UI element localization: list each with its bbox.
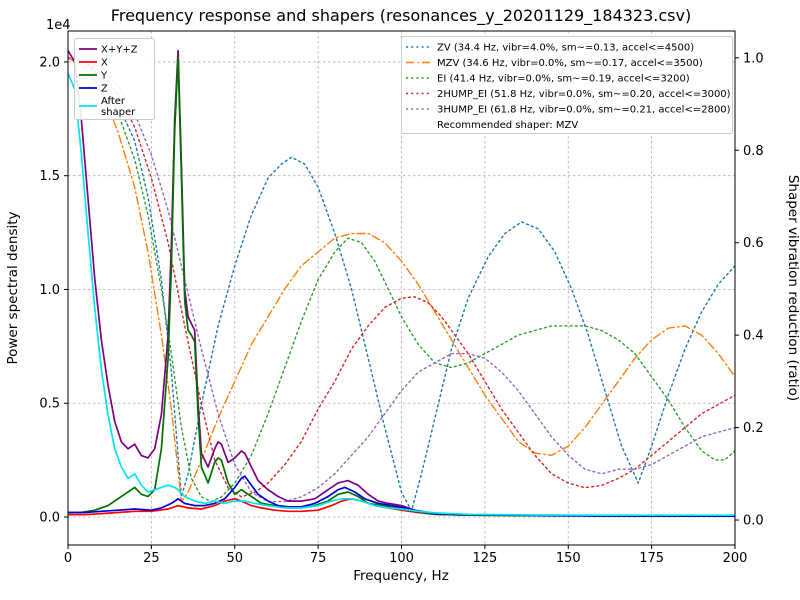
x-tick-label: 25 [143, 551, 160, 566]
chart-title: Frequency response and shapers (resonanc… [111, 6, 691, 26]
legend-label: MZV (34.6 Hz, vibr=0.0%, sm~=0.17, accel… [437, 58, 703, 69]
y-right-tick-label: 0.0 [743, 514, 764, 529]
legend-psd-box [74, 38, 155, 120]
y-left-tick-label: 0.0 [39, 511, 60, 526]
y-right-tick-label: 0.4 [743, 329, 764, 344]
psd-series-Y [68, 56, 735, 517]
x-tick-label: 125 [472, 551, 497, 566]
legend-label: EI (41.4 Hz, vibr=0.0%, sm~=0.19, accel<… [437, 74, 690, 85]
shaper-series-2HUMP_EI [68, 57, 735, 498]
axes: 0 25 50 75 100 125 150 175 200 0.0 0.5 1.0 1.5 2.0 0.0… [39, 30, 764, 566]
psd-series-X+Y+Z [68, 49, 735, 517]
legend-item-X+Y+Z: X+Y+Z [79, 45, 138, 56]
x-tick-label: 175 [639, 551, 664, 566]
y-left-tick-label: 2.0 [39, 55, 60, 70]
legend-item-Y: Y [79, 71, 108, 82]
x-tick-label: 200 [723, 551, 748, 566]
x-axis-label: Frequency, Hz [353, 568, 449, 584]
legend-item-EI: EI (41.4 Hz, vibr=0.0%, sm~=0.19, accel<… [406, 74, 690, 85]
legend-item-MZV: MZV (34.6 Hz, vibr=0.0%, sm~=0.17, accel… [406, 58, 703, 69]
legend-label: Z [101, 84, 108, 95]
left-axis-offset-label: 1e4 [46, 18, 71, 33]
shaper-series-ZV [68, 57, 735, 512]
x-tick-label: 150 [556, 551, 581, 566]
legend-label: Y [100, 71, 108, 82]
y-left-tick-label: 1.0 [39, 283, 60, 298]
legend-item-3HUMP_EI: 3HUMP_EI (61.8 Hz, vibr=0.0%, sm~=0.21, … [406, 105, 731, 116]
legend-label: 3HUMP_EI (61.8 Hz, vibr=0.0%, sm~=0.21, … [437, 105, 731, 116]
y-right-tick-label: 0.6 [743, 236, 764, 251]
y-right-tick-label: 1.0 [743, 51, 764, 66]
shaper-series-EI [68, 57, 735, 503]
y-axis-right-label: Shaper vibration reduction (ratio) [785, 175, 800, 401]
legend-item-X: X [79, 58, 108, 69]
y-left-tick-label: 1.5 [39, 169, 60, 184]
x-tick-label: 100 [389, 551, 414, 566]
y-axis-left-label: Power spectral density [5, 211, 21, 364]
legend-shapers-box [401, 36, 733, 134]
x-tick-label: 75 [310, 551, 327, 566]
series [68, 49, 735, 517]
legend-label: X [101, 58, 108, 69]
legend-label: ZV (34.4 Hz, vibr=4.0%, sm~=0.13, accel<… [437, 43, 694, 54]
x-tick-label: 0 [64, 551, 72, 566]
legend-label: X+Y+Z [101, 45, 138, 56]
legend-label: After [101, 96, 126, 107]
legend-label: 2HUMP_EI (51.8 Hz, vibr=0.0%, sm~=0.20, … [437, 89, 731, 100]
legend-item-ZV: ZV (34.4 Hz, vibr=4.0%, sm~=0.13, accel<… [406, 43, 694, 54]
legend-item-2HUMP_EI: 2HUMP_EI (51.8 Hz, vibr=0.0%, sm~=0.20, … [406, 89, 731, 100]
legend-item-Z: Z [79, 84, 108, 95]
recommended-shaper-note: Recommended shaper: MZV [437, 120, 578, 131]
legend-label: shaper [101, 107, 136, 118]
legend-shapers: ZV (34.4 Hz, vibr=4.0%, sm~=0.13, accel<… [401, 36, 733, 134]
psd-series-After shaper [68, 72, 735, 517]
y-right-tick-label: 0.2 [743, 421, 764, 436]
shaper-series-MZV [68, 57, 735, 503]
shaper-series-3HUMP_EI [68, 57, 735, 503]
x-tick-label: 50 [226, 551, 243, 566]
y-left-tick-label: 0.5 [39, 397, 60, 412]
y-right-tick-label: 0.8 [743, 144, 764, 159]
